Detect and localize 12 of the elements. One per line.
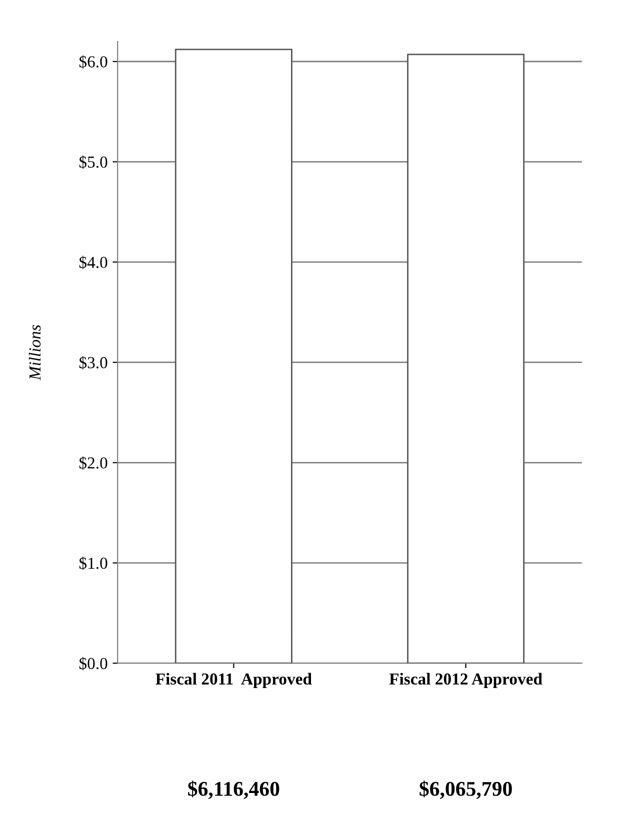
y-tick-label: $1.0 [79, 556, 108, 570]
y-tick-label: $0.0 [79, 656, 108, 670]
y-tick-label: $5.0 [79, 156, 108, 169]
y-tick-label: $6.0 [79, 55, 108, 69]
y-axis-title: Millions [28, 325, 41, 380]
y-tick-label: $4.0 [79, 256, 108, 270]
text: $6,065,790 [420, 780, 512, 799]
text: $6,116,460 [188, 780, 280, 799]
y-tick-label: $3.0 [79, 356, 108, 370]
x-tick-label: Fiscal 2011 Approved [156, 672, 312, 688]
x-tick-label: Fiscal 2012 Approved [389, 672, 542, 688]
y-tick-label: $2.0 [79, 456, 108, 470]
